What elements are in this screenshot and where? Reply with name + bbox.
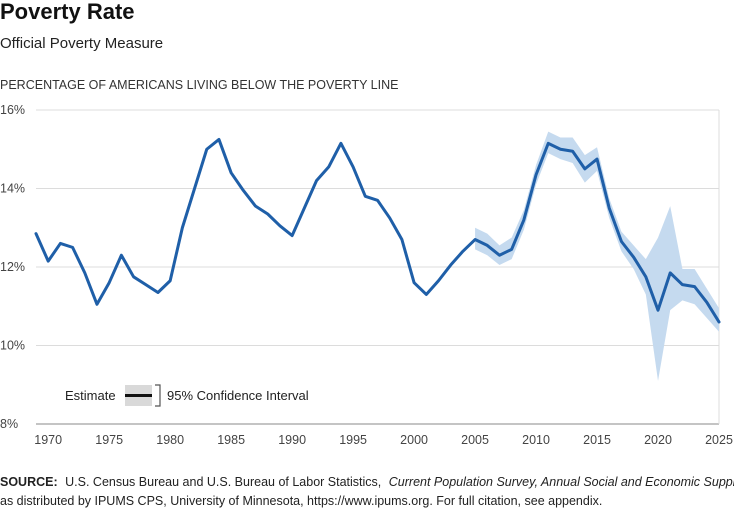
x-tick-label: 2025 [705,433,733,447]
estimate-line-layer [34,137,721,324]
chart-title: Poverty Rate [0,0,135,24]
x-tick-label: 1985 [217,433,245,447]
source-italic: Current Population Survey, Annual Social… [389,475,734,489]
legend: Estimate 95% Confidence Interval [65,384,309,407]
source-label: SOURCE: [0,475,58,489]
y-tick-label: 16% [0,103,25,117]
y-tick-labels: 8% 10% 12% 14% 16% [0,103,25,431]
x-tick-label: 1990 [278,433,306,447]
confidence-band-layer [475,131,719,381]
legend-label-estimate: Estimate [65,388,116,403]
y-tick-label: 12% [0,260,25,274]
legend-label-confidence-interval: 95% Confidence Interval [167,388,309,403]
chart-subtitle: Official Poverty Measure [0,35,163,52]
source-line-1: SOURCE: U.S. Census Bureau and U.S. Bure… [0,475,734,489]
legend-bracket-icon [155,384,161,407]
grid-lines [36,109,720,425]
x-tick-label: 1970 [34,433,62,447]
x-tick-label: 2000 [400,433,428,447]
x-tick-label: 2005 [461,433,489,447]
y-tick-label: 10% [0,339,25,353]
x-tick-label: 1995 [339,433,367,447]
x-tick-label: 2010 [522,433,550,447]
x-tick-label: 2020 [644,433,672,447]
confidence-interval-band [475,131,719,381]
estimate-line [34,137,721,324]
x-tick-label: 2015 [583,433,611,447]
x-tick-label: 1975 [95,433,123,447]
y-axis-label: PERCENTAGE OF AMERICANS LIVING BELOW THE… [0,78,398,92]
y-tick-label: 14% [0,182,25,196]
y-tick-label: 8% [0,417,18,431]
x-tick-labels: 1970 1975 1980 1985 1990 1995 2000 2005 2010 2015… [34,433,733,447]
source-text-1: U.S. Census Bureau and U.S. Bureau of La… [65,475,381,489]
x-tick-label: 1980 [156,433,184,447]
source-line-2: as distributed by IPUMS CPS, University … [0,494,602,508]
